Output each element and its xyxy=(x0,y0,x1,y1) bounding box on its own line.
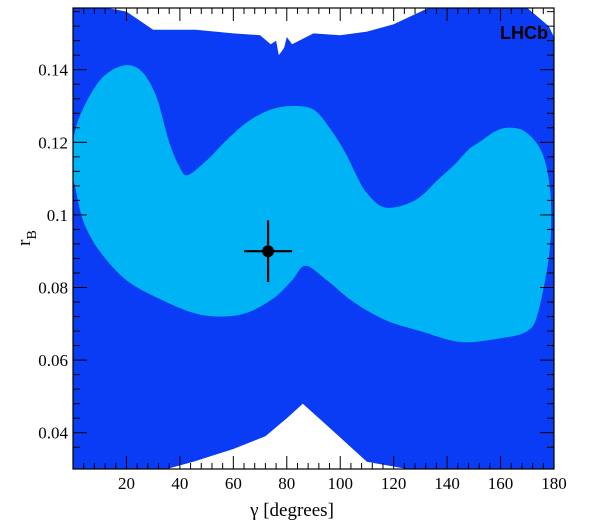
y-tick-label: 0.12 xyxy=(38,133,68,152)
plot-frame xyxy=(72,7,555,470)
best-fit-point xyxy=(262,245,275,258)
x-tick-label: 120 xyxy=(381,474,407,493)
x-tick-label: 140 xyxy=(434,474,460,493)
y-axis-title-subscript: B xyxy=(25,230,40,239)
y-tick-label: 0.14 xyxy=(38,61,68,80)
x-tick-label: 40 xyxy=(171,474,188,493)
best-fit-marker xyxy=(244,220,293,283)
x-tick-label: 60 xyxy=(225,474,242,493)
y-tick-label: 0.08 xyxy=(38,279,68,298)
x-tick-label: 100 xyxy=(327,474,353,493)
y-tick-label: 0.06 xyxy=(38,351,68,370)
y-tick-label: 0.1 xyxy=(47,206,68,225)
y-tick-label: 0.04 xyxy=(38,424,68,443)
y-axis-title: rB xyxy=(14,230,40,246)
x-axis-title: γ [degrees] xyxy=(249,500,334,521)
x-tick-label: 20 xyxy=(118,474,135,493)
y-axis-title-main: r xyxy=(14,239,35,246)
axis-ticks: 20 40 60 80 100 120 140 160 180 0.04 0.06 0.08 0.1 0.… xyxy=(38,8,567,493)
x-tick-label: 80 xyxy=(278,474,295,493)
inner-confidence-region xyxy=(73,65,552,343)
svg-text:rB: rB xyxy=(14,230,40,246)
chart-annotation: LHCb xyxy=(500,23,548,43)
x-tick-label: 160 xyxy=(488,474,514,493)
x-tick-label: 180 xyxy=(541,474,567,493)
